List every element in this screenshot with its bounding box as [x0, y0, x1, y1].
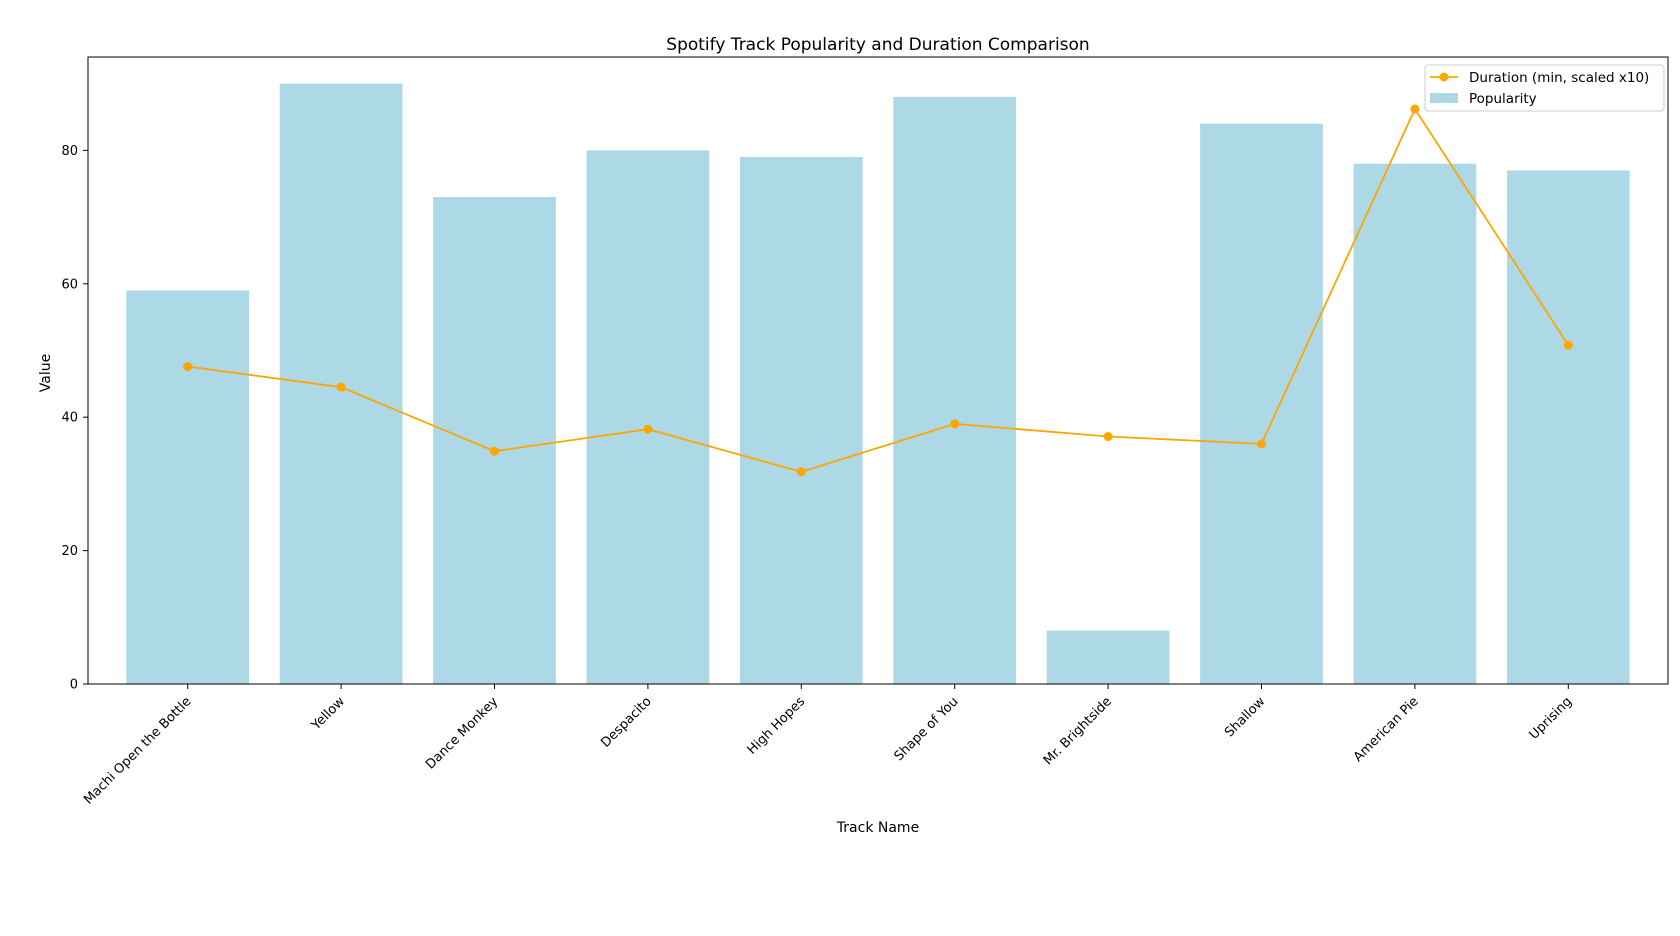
x-tick-label: Mr. Brightside: [1041, 694, 1115, 768]
chart-title: Spotify Track Popularity and Duration Co…: [666, 35, 1089, 55]
x-tick-label: American Pie: [1351, 694, 1422, 765]
y-axis: 0 20 40 60 80: [61, 144, 88, 693]
x-tick-label: Yellow: [308, 694, 348, 734]
line-point: [950, 419, 960, 429]
bar: [126, 290, 250, 684]
x-tick-label: Machi Open the Bottle: [81, 694, 194, 807]
plot-area: [87, 56, 1669, 685]
y-axis-label: Value: [38, 354, 54, 392]
legend-label: Duration (min, scaled x10): [1469, 70, 1649, 86]
bar: [1353, 163, 1477, 685]
bar: [739, 157, 863, 684]
bar: [893, 97, 1017, 684]
legend-label: Popularity: [1469, 91, 1537, 107]
x-tick-label: Shape of You: [892, 694, 962, 764]
line-series: [187, 107, 1570, 473]
x-tick-label: High Hopes: [745, 694, 809, 758]
x-tick-label: Uprising: [1527, 694, 1576, 743]
y-tick-label: 20: [61, 544, 78, 559]
line-point: [490, 446, 500, 456]
bar: [1046, 630, 1170, 684]
x-axis: Machi Open the Bottle Yellow Dance Monkey D…: [81, 684, 1575, 808]
y-tick-label: 60: [61, 277, 78, 292]
line-point: [796, 467, 806, 477]
y-tick-label: 0: [70, 678, 78, 693]
line-point: [1103, 432, 1113, 442]
bar: [586, 150, 710, 684]
legend-marker-swatch: [1439, 72, 1449, 82]
line-point: [336, 382, 346, 392]
bar: [1200, 123, 1323, 684]
x-tick-label: Despacito: [598, 694, 654, 750]
y-tick-label: 40: [61, 411, 78, 426]
bar: [1506, 170, 1630, 684]
line-point: [643, 424, 653, 434]
legend-bar-swatch: [1430, 93, 1458, 103]
x-axis-label: Track Name: [836, 820, 919, 836]
bar: [433, 197, 556, 684]
line-point: [183, 361, 193, 371]
legend-box: [1424, 64, 1665, 112]
legend: Duration (min, scaled x10) Popularity: [1424, 64, 1665, 112]
plot-frame: [87, 56, 1669, 685]
line-point: [1256, 439, 1266, 449]
y-tick-label: 80: [61, 144, 78, 159]
x-tick-label: Dance Monkey: [423, 694, 501, 772]
line-point: [1410, 104, 1420, 114]
x-tick-label: Shallow: [1222, 694, 1268, 740]
line-point: [1563, 340, 1573, 350]
